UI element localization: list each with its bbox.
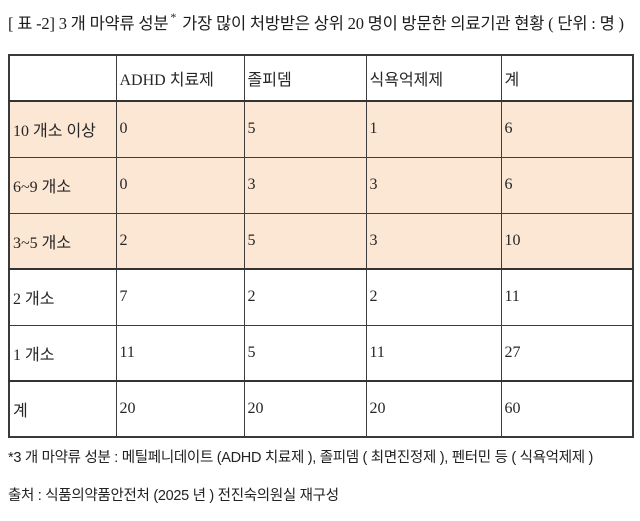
cell-value: 2 xyxy=(115,212,245,270)
cell-value: 0 xyxy=(115,156,245,214)
row-label: 2 개소 xyxy=(8,268,117,326)
footnotes: *3 개 마약류 성분 : 메틸페니데이트 (ADHD 치료제 ), 졸피뎀 (… xyxy=(8,446,636,521)
row-label: 3~5 개소 xyxy=(8,212,117,270)
cell-value: 5 xyxy=(243,324,367,382)
cell-value: 2 xyxy=(243,268,367,326)
cell-value: 60 xyxy=(500,380,634,438)
header-cell-total: 계 xyxy=(500,54,634,102)
row-label: 10 개소 이상 xyxy=(8,100,117,158)
footnote-source: 출처 : 식품의약품안전처 (2025 년 ) 전진숙의원실 재구성 xyxy=(8,488,339,504)
title-suffix: 가장 많이 처방받은 상위 20 명이 방문한 의료기관 현황 ( 단위 : 명… xyxy=(178,14,624,33)
cell-value: 0 xyxy=(115,100,245,158)
table-row: 2 개소 7 2 2 11 xyxy=(8,268,634,326)
row-label: 6~9 개소 xyxy=(8,156,117,214)
header-cell-adhd: ADHD 치료제 xyxy=(115,54,245,102)
row-label: 계 xyxy=(8,380,117,438)
cell-value: 5 xyxy=(243,212,367,270)
page-title: [ 표 -2] 3 개 마약류 성분 * 가장 많이 처방받은 상위 20 명이 … xyxy=(8,10,636,34)
cell-value: 3 xyxy=(365,212,502,270)
cell-value: 27 xyxy=(500,324,634,382)
table-row: 3~5 개소 2 5 3 10 xyxy=(8,212,634,270)
cell-value: 11 xyxy=(115,324,245,382)
cell-value: 11 xyxy=(365,324,502,382)
cell-value: 3 xyxy=(243,156,367,214)
cell-value: 20 xyxy=(243,380,367,438)
table-row-total: 계 20 20 20 60 xyxy=(8,380,634,438)
header-row: ADHD 치료제 졸피뎀 식욕억제제 계 xyxy=(8,54,634,102)
cell-value: 6 xyxy=(500,156,634,214)
title-prefix: [ 표 -2] 3 개 마약류 성분 xyxy=(8,14,169,33)
header-cell-appetite: 식욕억제제 xyxy=(365,54,502,102)
cell-value: 3 xyxy=(365,156,502,214)
cell-value: 7 xyxy=(115,268,245,326)
medical-institutions-table: ADHD 치료제 졸피뎀 식욕억제제 계 10 개소 이상 0 5 1 6 6~… xyxy=(8,54,634,438)
cell-value: 2 xyxy=(365,268,502,326)
table-row: 1 개소 11 5 11 27 xyxy=(8,324,634,382)
header-cell-zolpidem: 졸피뎀 xyxy=(243,54,367,102)
cell-value: 1 xyxy=(365,100,502,158)
row-label: 1 개소 xyxy=(8,324,117,382)
cell-value: 5 xyxy=(243,100,367,158)
title-superscript-asterisk: * xyxy=(170,9,177,24)
footnote-components: *3 개 마약류 성분 : 메틸페니데이트 (ADHD 치료제 ), 졸피뎀 (… xyxy=(8,450,594,466)
cell-value: 10 xyxy=(500,212,634,270)
cell-value: 11 xyxy=(500,268,634,326)
cell-value: 6 xyxy=(500,100,634,158)
cell-value: 20 xyxy=(115,380,245,438)
header-cell-empty xyxy=(8,54,117,102)
table-row: 6~9 개소 0 3 3 6 xyxy=(8,156,634,214)
cell-value: 20 xyxy=(365,380,502,438)
table-row: 10 개소 이상 0 5 1 6 xyxy=(8,100,634,158)
